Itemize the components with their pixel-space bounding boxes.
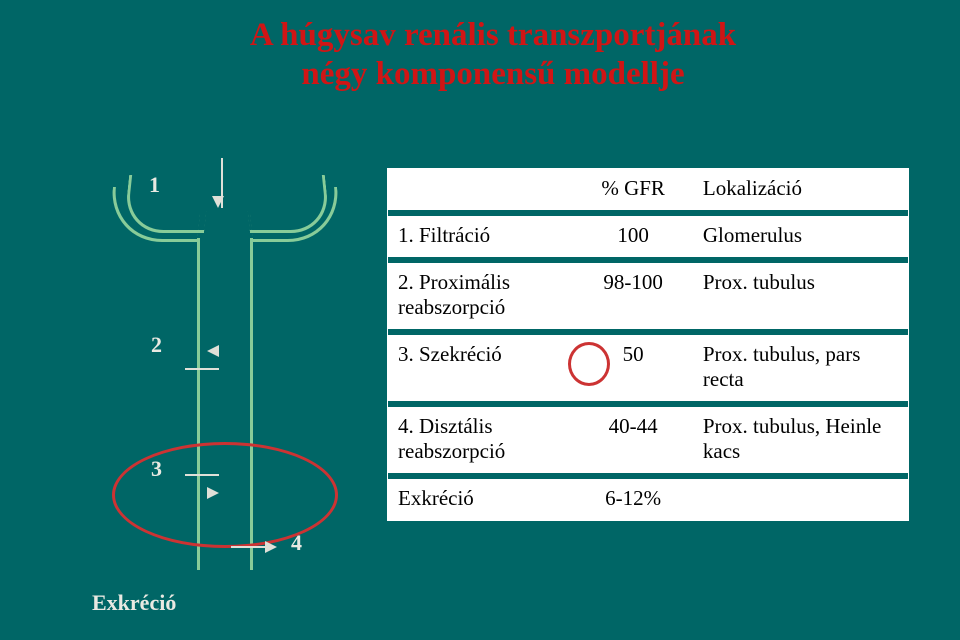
arrow-1-filtration: [221, 158, 224, 213]
cell-loc: Glomerulus: [693, 216, 908, 257]
arrow-2-prox-reabs: [175, 342, 219, 378]
table-row: 4. Disztális reabszorpció 40-44 Prox. tu…: [388, 407, 908, 473]
title-line-2: négy komponensű modellje: [208, 55, 778, 94]
diagram-num-3: 3: [151, 456, 162, 482]
arrow-4-distal-reabs: [231, 538, 277, 556]
th-empty: [388, 169, 573, 210]
table-row: 1. Filtráció 100 Glomerulus: [388, 216, 908, 257]
diagram-num-2: 2: [151, 332, 162, 358]
excretion-label: Exkréció: [92, 590, 176, 616]
cell-name: 1. Filtráció: [388, 216, 573, 257]
cell-gfr: 98-100: [573, 263, 692, 329]
arrow-3-secretion: [175, 466, 219, 502]
transport-table: % GFR Lokalizáció 1. Filtráció 100 Glome…: [387, 168, 909, 521]
cell-gfr: 100: [573, 216, 692, 257]
cell-loc: Prox. tubulus, pars recta: [693, 335, 908, 401]
cell-name: 3. Szekréció: [388, 335, 573, 401]
cell-name: 4. Disztális reabszorpció: [388, 407, 573, 473]
th-gfr: % GFR: [573, 169, 692, 210]
highlight-oval: [112, 442, 338, 548]
tubule-branch-right: [247, 187, 343, 242]
table-row: 3. Szekréció 50 Prox. tubulus, pars rect…: [388, 335, 908, 401]
diagram-num-1: 1: [149, 172, 160, 198]
cell-loc: Prox. tubulus, Heinle kacs: [693, 407, 908, 473]
cell-gfr: 6-12%: [573, 479, 692, 520]
table-highlight-circle: [568, 342, 610, 386]
cell-loc: [693, 479, 908, 520]
table-row: 2. Proximális reabszorpció 98-100 Prox. …: [388, 263, 908, 329]
table-row: Exkréció 6-12%: [388, 479, 908, 520]
title-line-1: A húgysav renális transzportjának: [208, 16, 778, 55]
slide-title: A húgysav renális transzportjának négy k…: [208, 16, 778, 94]
cell-name: Exkréció: [388, 479, 573, 520]
cell-gfr: 40-44: [573, 407, 692, 473]
diagram-num-4: 4: [291, 530, 302, 556]
cell-loc: Prox. tubulus: [693, 263, 908, 329]
th-loc: Lokalizáció: [693, 169, 908, 210]
nephron-diagram: 1 2 3 4: [95, 150, 335, 570]
table-header-row: % GFR Lokalizáció: [388, 169, 908, 210]
cell-name: 2. Proximális reabszorpció: [388, 263, 573, 329]
